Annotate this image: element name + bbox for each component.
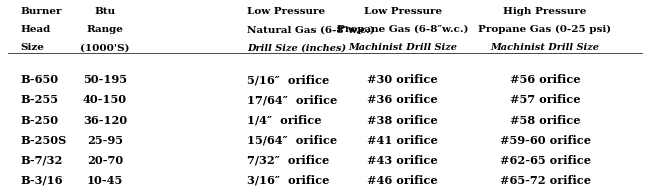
Text: 50-195: 50-195 xyxy=(83,74,127,85)
Text: 40-150: 40-150 xyxy=(83,94,127,105)
Text: #38 orifice: #38 orifice xyxy=(367,115,438,125)
Text: #41 orifice: #41 orifice xyxy=(367,135,438,146)
Text: Propane Gas (0-25 psi): Propane Gas (0-25 psi) xyxy=(478,25,612,34)
Text: 7/32″  orifice: 7/32″ orifice xyxy=(248,155,330,166)
Text: Burner: Burner xyxy=(21,7,62,16)
Text: #36 orifice: #36 orifice xyxy=(367,94,438,105)
Text: #46 orifice: #46 orifice xyxy=(367,175,438,186)
Text: B-3/16: B-3/16 xyxy=(21,175,63,186)
Text: Machinist Drill Size: Machinist Drill Size xyxy=(348,43,457,52)
Text: B-250S: B-250S xyxy=(21,135,67,146)
Text: 25-95: 25-95 xyxy=(87,135,123,146)
Text: B-250: B-250 xyxy=(21,115,59,125)
Text: 17/64″  orifice: 17/64″ orifice xyxy=(248,94,337,105)
Text: #56 orifice: #56 orifice xyxy=(510,74,580,85)
Text: #57 orifice: #57 orifice xyxy=(510,94,580,105)
Text: Size: Size xyxy=(21,43,45,52)
Text: Btu: Btu xyxy=(94,7,116,16)
Text: (1000'S): (1000'S) xyxy=(80,43,130,52)
Text: #43 orifice: #43 orifice xyxy=(367,155,438,166)
Text: B-650: B-650 xyxy=(21,74,59,85)
Text: Machinist Drill Size: Machinist Drill Size xyxy=(491,43,599,52)
Text: Low Pressure: Low Pressure xyxy=(363,7,442,16)
Text: B-7/32: B-7/32 xyxy=(21,155,63,166)
Text: #58 orifice: #58 orifice xyxy=(510,115,580,125)
Text: Range: Range xyxy=(86,25,124,34)
Text: 15/64″  orifice: 15/64″ orifice xyxy=(248,135,337,146)
Text: #59-60 orifice: #59-60 orifice xyxy=(500,135,591,146)
Text: High Pressure: High Pressure xyxy=(503,7,587,16)
Text: 20-70: 20-70 xyxy=(87,155,123,166)
Text: 36-120: 36-120 xyxy=(83,115,127,125)
Text: #65-72 orifice: #65-72 orifice xyxy=(500,175,591,186)
Text: B-255: B-255 xyxy=(21,94,58,105)
Text: Drill Size (inches): Drill Size (inches) xyxy=(248,43,346,52)
Text: #30 orifice: #30 orifice xyxy=(367,74,438,85)
Text: 3/16″  orifice: 3/16″ orifice xyxy=(248,175,330,186)
Text: Propane Gas (6-8″w.c.): Propane Gas (6-8″w.c.) xyxy=(337,25,469,34)
Text: 5/16″  orifice: 5/16″ orifice xyxy=(248,74,330,85)
Text: 1/4″  orifice: 1/4″ orifice xyxy=(248,115,322,125)
Text: 10-45: 10-45 xyxy=(87,175,123,186)
Text: Natural Gas (6-8″w.c.): Natural Gas (6-8″w.c.) xyxy=(248,25,375,34)
Text: Low Pressure: Low Pressure xyxy=(248,7,326,16)
Text: Head: Head xyxy=(21,25,51,34)
Text: #62-65 orifice: #62-65 orifice xyxy=(500,155,591,166)
